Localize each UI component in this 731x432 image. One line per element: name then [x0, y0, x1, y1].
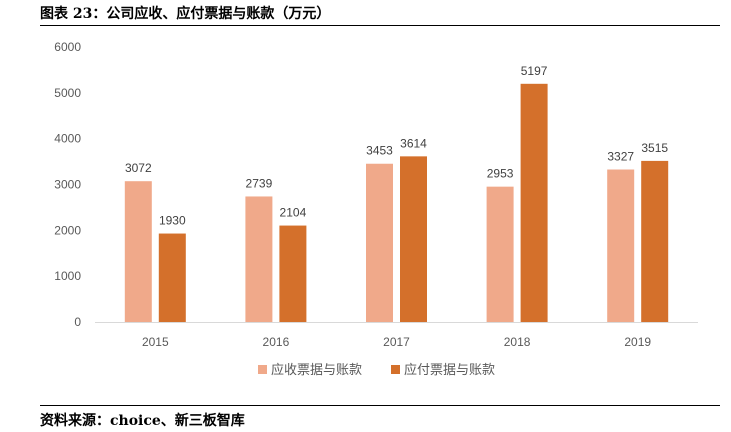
chart-title: 图表 23：公司应收、应付票据与账款（万元） [40, 6, 331, 22]
x-tick-label: 2019 [624, 335, 651, 349]
legend-swatch [391, 365, 400, 374]
title-rule [40, 25, 720, 26]
x-tick-label: 2015 [142, 335, 169, 349]
legend-swatch [258, 365, 267, 374]
bar-receivable [124, 181, 152, 322]
data-label: 5197 [521, 64, 548, 78]
bar-receivable [245, 196, 273, 322]
x-tick-label: 2016 [263, 335, 290, 349]
y-tick-label: 4000 [54, 132, 81, 146]
data-label: 3515 [641, 141, 668, 155]
y-tick-label: 0 [74, 315, 81, 329]
source-rule [40, 405, 720, 406]
bar-payable [158, 233, 186, 322]
y-tick-label: 6000 [54, 40, 81, 54]
data-label: 3453 [366, 144, 393, 158]
bar-receivable [366, 163, 393, 322]
data-label: 3614 [400, 136, 427, 150]
bar-payable [279, 225, 307, 322]
source-note: 资料来源：choice、新三板智库 [40, 413, 245, 429]
x-tick-label: 2018 [504, 335, 531, 349]
legend-label: 应收票据与账款 [271, 362, 362, 378]
y-tick-label: 5000 [54, 86, 81, 100]
data-label: 2104 [280, 206, 307, 220]
data-label: 3072 [125, 161, 152, 175]
bar-receivable [486, 186, 514, 322]
data-label: 1930 [159, 214, 186, 228]
bar-receivable [607, 169, 635, 322]
y-tick-label: 2000 [54, 223, 81, 237]
data-label: 3327 [607, 150, 634, 164]
x-tick-label: 2017 [383, 335, 410, 349]
y-tick-label: 3000 [54, 178, 81, 192]
bar-payable [520, 83, 548, 322]
legend-label: 应付票据与账款 [404, 362, 495, 378]
data-label: 2953 [487, 167, 514, 181]
data-label: 2739 [246, 176, 273, 190]
bar-payable [400, 156, 427, 322]
bar-payable [641, 160, 669, 322]
y-tick-label: 1000 [54, 269, 81, 283]
